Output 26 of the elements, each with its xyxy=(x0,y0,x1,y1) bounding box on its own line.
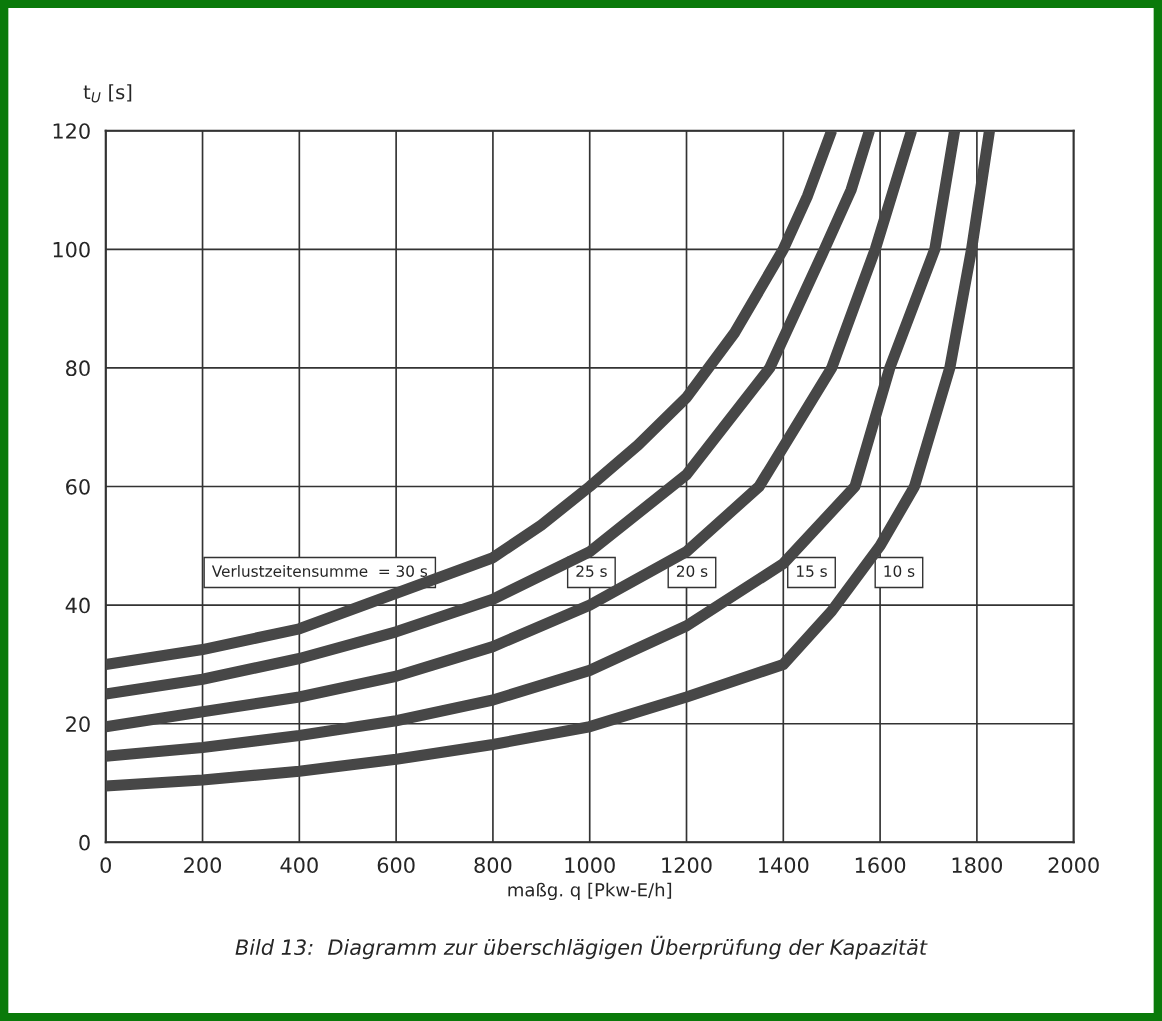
x-tick-label: 200 xyxy=(184,857,222,874)
x-tick-label: 400 xyxy=(280,857,318,874)
x-tick-label: 600 xyxy=(377,857,415,874)
y-axis-title: t$_{U}$ [s] xyxy=(83,84,132,103)
y-tick-label: 20 xyxy=(66,716,90,732)
series-label: 20 s xyxy=(676,565,708,577)
series-label: 15 s xyxy=(797,565,827,577)
x-tick-label: 0 xyxy=(100,857,111,874)
y-tick-label: 40 xyxy=(65,597,90,614)
y-tick-label: 80 xyxy=(66,360,90,377)
y-tick-label: 0 xyxy=(79,834,90,851)
x-tick-label: 2000 xyxy=(1048,857,1099,874)
y-tick-label: 100 xyxy=(53,241,90,258)
text: Bild 13: Diagramm zur überschlägigen Überprüfung der Kapazität xyxy=(235,935,928,960)
x-axis-title: maßg. q [Pkw-E/h] xyxy=(508,882,672,901)
series-label: 10 s xyxy=(884,565,915,577)
series-label: Verlustzeitensumme = 30 s xyxy=(211,565,428,577)
y-tick-label: 60 xyxy=(66,478,90,495)
y-tick-label: 120 xyxy=(53,123,90,139)
x-tick-label: 1600 xyxy=(855,857,906,874)
x-tick-label: 1800 xyxy=(952,857,1003,874)
x-tick-label: 1000 xyxy=(565,857,615,874)
x-tick-label: 1200 xyxy=(662,857,712,874)
x-tick-label: 800 xyxy=(474,857,512,874)
x-tick-label: 1400 xyxy=(759,857,809,874)
series-label: 25 s xyxy=(576,565,607,577)
